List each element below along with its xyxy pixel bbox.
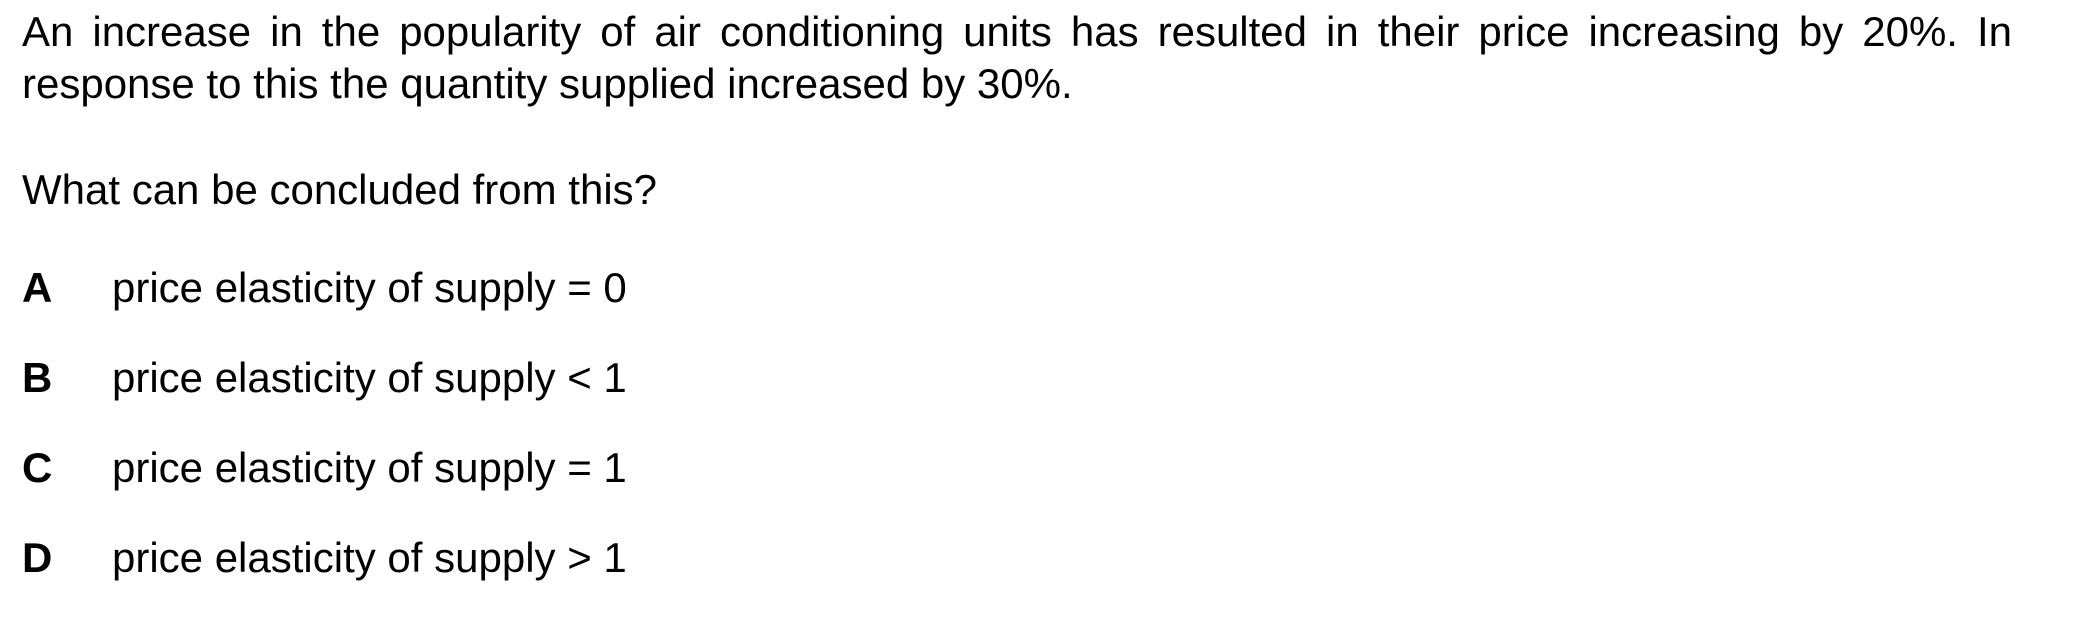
option-text: price elasticity of supply = 1 bbox=[112, 444, 627, 491]
question-prompt: What can be concluded from this? bbox=[22, 166, 658, 213]
answer-options: A price elasticity of supply = 0 B price… bbox=[22, 262, 1222, 622]
option-c[interactable]: C price elasticity of supply = 1 bbox=[22, 442, 1222, 532]
option-b[interactable]: B price elasticity of supply < 1 bbox=[22, 352, 1222, 442]
option-a[interactable]: A price elasticity of supply = 0 bbox=[22, 262, 1222, 352]
option-text: price elasticity of supply > 1 bbox=[112, 534, 627, 581]
question-stem: An increase in the popularity of air con… bbox=[22, 8, 2012, 107]
option-letter: C bbox=[22, 444, 53, 491]
option-d[interactable]: D price elasticity of supply > 1 bbox=[22, 532, 1222, 622]
option-letter: B bbox=[22, 354, 53, 401]
option-text: price elasticity of supply < 1 bbox=[112, 354, 627, 401]
option-text: price elasticity of supply = 0 bbox=[112, 264, 627, 311]
option-letter: A bbox=[22, 264, 53, 311]
option-letter: D bbox=[22, 534, 53, 581]
question-page: An increase in the popularity of air con… bbox=[22, 0, 2012, 622]
